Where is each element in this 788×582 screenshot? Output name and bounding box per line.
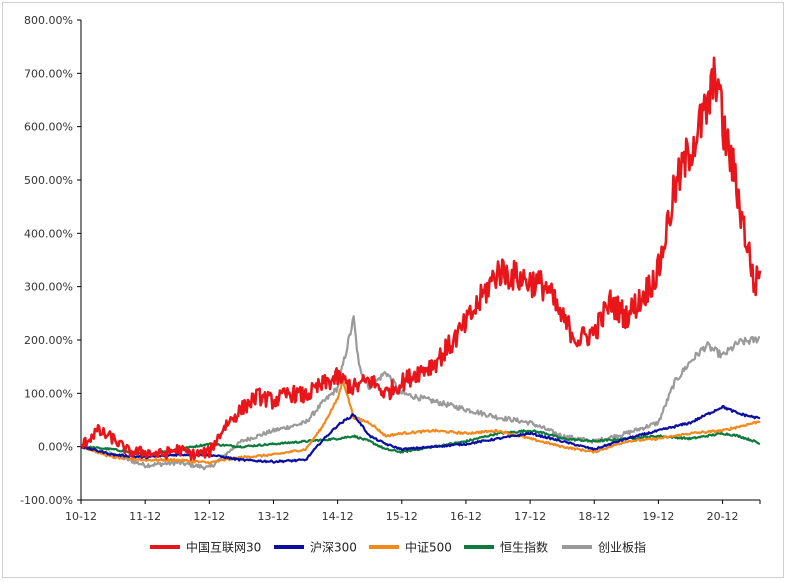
series-line-1 <box>80 404 761 464</box>
x-tick-label: 20-12 <box>707 510 739 523</box>
y-tick-label: -100.00% <box>20 494 73 507</box>
series-layer <box>80 56 762 471</box>
legend-label: 沪深300 <box>310 541 357 555</box>
legend-item: 中证500 <box>369 540 452 555</box>
legend-item: 中国互联网30 <box>150 540 261 555</box>
series-line-2 <box>80 379 761 465</box>
legend-label: 中国互联网30 <box>186 540 261 555</box>
axes: -100.00% 0.00% 100.00% 200.00% 300.00% 400.00… <box>20 14 761 523</box>
legend-label: 中证500 <box>405 540 452 555</box>
y-tick-label: 400.00% <box>24 227 73 240</box>
y-tick-label: 500.00% <box>24 174 73 187</box>
y-tick-label: 600.00% <box>24 121 73 134</box>
x-tick-label: 12-12 <box>193 510 225 523</box>
legend-label: 创业板指 <box>598 540 646 555</box>
x-tick-label: 11-12 <box>129 510 161 523</box>
x-tick-label: 16-12 <box>450 510 482 523</box>
y-tick-label: 200.00% <box>24 334 73 347</box>
legend-item: 创业板指 <box>562 540 646 555</box>
x-tick-label: 15-12 <box>386 510 418 523</box>
x-tick-label: 18-12 <box>578 510 610 523</box>
y-tick-label: 800.00% <box>24 14 73 27</box>
legend-label: 恒生指数 <box>500 540 548 555</box>
legend-item: 沪深300 <box>274 541 357 555</box>
x-tick-label: 10-12 <box>65 510 97 523</box>
x-tick-label: 19-12 <box>642 510 674 523</box>
series-line-0 <box>80 56 762 461</box>
y-tick-label: 300.00% <box>24 281 73 294</box>
y-tick-label: 100.00% <box>24 387 73 400</box>
series-line-4 <box>80 315 761 471</box>
y-tick-label: 0.00% <box>38 441 73 454</box>
y-tick-label: 700.00% <box>24 67 73 80</box>
series-line-3 <box>80 429 761 456</box>
x-tick-label: 17-12 <box>514 510 546 523</box>
x-tick-label: 13-12 <box>257 510 289 523</box>
x-tick-label: 14-12 <box>322 510 354 523</box>
legend: 中国互联网30 沪深300 中证500 恒生指数 创业板指 <box>150 540 646 555</box>
legend-item: 恒生指数 <box>464 540 548 555</box>
